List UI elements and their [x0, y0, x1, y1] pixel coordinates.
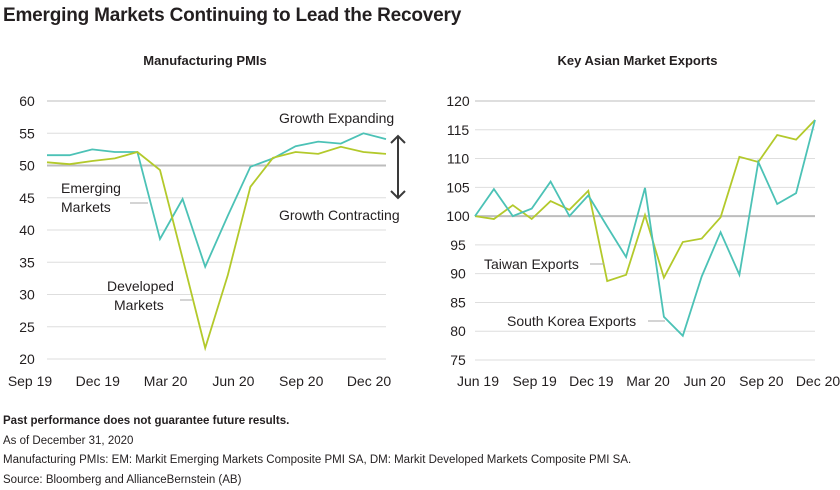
exports-y-axis: 75 80 85 90 95 100 105 110 115 120 [446, 93, 470, 368]
pmi-y-tick-label: 55 [19, 125, 35, 141]
methodology-note: Manufacturing PMIs: EM: Markit Emerging … [3, 451, 631, 471]
pmi-x-tick-label: Sep 20 [279, 373, 324, 389]
exports-y-tick-label: 75 [450, 352, 466, 368]
exports-x-tick-label: Dec 20 [796, 373, 840, 389]
exports-x-tick-label: Jun 19 [457, 373, 499, 389]
pmi-y-tick-label: 45 [19, 190, 35, 206]
pmi-y-axis: 20 25 30 35 40 45 50 55 60 [19, 93, 35, 367]
exports-x-tick-label: Sep 20 [739, 373, 784, 389]
pmi-x-axis: Sep 19 Dec 19 Mar 20 Jun 20 Sep 20 Dec 20 [8, 373, 392, 389]
exports-y-tick-label: 105 [446, 179, 470, 195]
exports-y-tick-label: 100 [446, 208, 470, 224]
pmi-y-tick-label: 35 [19, 254, 35, 270]
emerging-label-line2: Markets [61, 199, 111, 215]
korea-label: South Korea Exports [507, 313, 636, 329]
pmi-y-tick-label: 60 [19, 93, 35, 109]
exports-y-tick-label: 80 [450, 323, 466, 339]
footnotes: Past performance does not guarantee futu… [3, 412, 631, 490]
developed-label-line2: Markets [114, 297, 164, 313]
pmi-x-tick-label: Dec 20 [347, 373, 392, 389]
source-note: Source: Bloomberg and AllianceBernstein … [3, 471, 631, 490]
exports-x-tick-label: Dec 19 [569, 373, 614, 389]
pmi-x-tick-label: Sep 19 [8, 373, 53, 389]
exports-y-tick-label: 90 [450, 266, 466, 282]
pmi-y-tick-label: 20 [19, 351, 35, 367]
pmi-y-tick-label: 50 [19, 158, 35, 174]
pmi-y-tick-label: 25 [19, 319, 35, 335]
exports-y-tick-label: 115 [447, 122, 470, 138]
taiwan-label: Taiwan Exports [484, 256, 579, 272]
exports-x-tick-label: Sep 19 [512, 373, 557, 389]
exports-x-axis: Jun 19 Sep 19 Dec 19 Mar 20 Jun 20 Sep 20 Dec … [457, 373, 840, 389]
exports-y-tick-label: 85 [450, 294, 466, 310]
exports-y-tick-label: 120 [446, 93, 470, 109]
pmi-x-tick-label: Jun 20 [212, 373, 254, 389]
pmi-x-tick-label: Mar 20 [144, 373, 188, 389]
pmi-y-tick-label: 40 [19, 222, 35, 238]
emerging-label-line1: Emerging [61, 180, 121, 196]
growth-contracting-label: Growth Contracting [279, 207, 400, 223]
as-of-date: As of December 31, 2020 [3, 432, 631, 452]
exports-x-tick-label: Mar 20 [626, 373, 670, 389]
growth-expanding-label: Growth Expanding [279, 110, 394, 126]
exports-y-tick-label: 95 [450, 237, 466, 253]
pmi-gridlines [47, 101, 386, 359]
exports-x-tick-label: Jun 20 [684, 373, 726, 389]
disclaimer: Past performance does not guarantee futu… [3, 412, 631, 432]
developed-label-line1: Developed [107, 278, 174, 294]
pmi-y-tick-label: 30 [19, 287, 35, 303]
exports-series [475, 120, 815, 336]
exports-y-tick-label: 110 [447, 151, 470, 167]
double-arrow-icon [391, 136, 405, 198]
pmi-series-developed-marketsline-line [47, 147, 386, 348]
pmi-x-tick-label: Dec 19 [76, 373, 121, 389]
